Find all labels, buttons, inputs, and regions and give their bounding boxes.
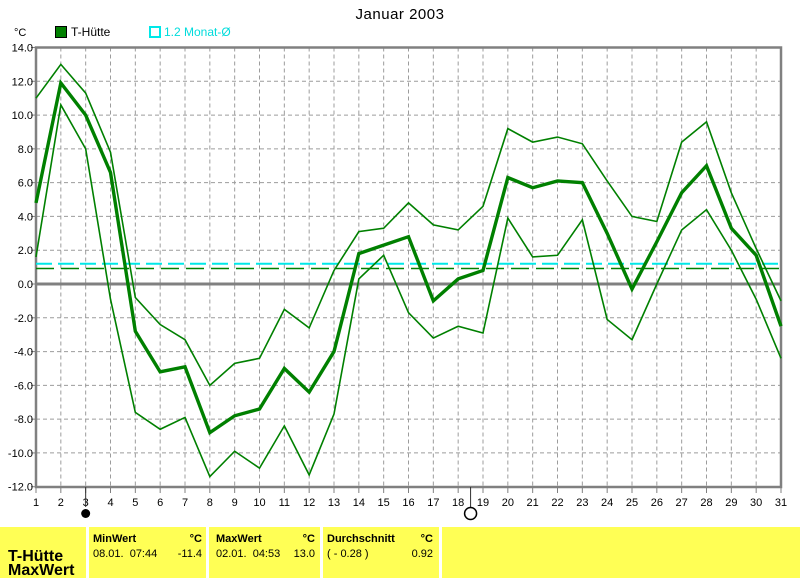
status-divider xyxy=(206,527,209,578)
svg-text:27: 27 xyxy=(676,497,688,509)
svg-text:18: 18 xyxy=(452,497,464,509)
page-title: Januar 2003 xyxy=(355,6,445,23)
svg-text:8.0: 8.0 xyxy=(18,144,33,156)
svg-text:19: 19 xyxy=(477,497,489,509)
status-minwert-cell: MinWert °C 08.01. 07:44 -11.4 xyxy=(93,527,202,578)
svg-text:-10.0: -10.0 xyxy=(8,448,33,460)
svg-text:9: 9 xyxy=(232,497,238,509)
status-sensor-name: T-Hütte xyxy=(8,548,64,565)
svg-text:30: 30 xyxy=(750,497,762,509)
durchschnitt-unit: °C xyxy=(420,533,433,545)
svg-text:11: 11 xyxy=(279,497,290,509)
maxwert-value: 13.0 xyxy=(293,548,315,560)
svg-text:26: 26 xyxy=(651,497,663,509)
svg-text:2.0: 2.0 xyxy=(18,245,33,257)
maxwert-unit: °C xyxy=(302,533,315,545)
svg-text:17: 17 xyxy=(427,497,439,509)
status-bar: T-Hütte MaxWert MinWert °C 08.01. 07:44 … xyxy=(0,527,800,578)
svg-text:31: 31 xyxy=(775,497,787,509)
svg-text:23: 23 xyxy=(576,497,588,509)
svg-text:22: 22 xyxy=(551,497,563,509)
svg-text:5: 5 xyxy=(132,497,138,509)
maxwert-datetime: 02.01. 04:53 xyxy=(216,548,281,560)
legend-label-t-huette: T-Hütte xyxy=(71,25,111,39)
legend-swatch-monat-avg xyxy=(149,26,161,38)
svg-text:-4.0: -4.0 xyxy=(14,347,33,359)
svg-text:4.0: 4.0 xyxy=(18,211,33,223)
svg-text:10.0: 10.0 xyxy=(12,110,33,122)
svg-text:6.0: 6.0 xyxy=(18,178,33,190)
svg-text:12.0: 12.0 xyxy=(12,76,33,88)
legend-label-monat-avg: 1.2 Monat-Ø xyxy=(164,25,231,39)
legend-swatch-t-huette xyxy=(55,26,67,38)
svg-text:10: 10 xyxy=(253,497,265,509)
svg-text:29: 29 xyxy=(725,497,737,509)
status-mode-label: MaxWert xyxy=(8,562,75,578)
minwert-value: -11.4 xyxy=(177,548,202,560)
svg-text:13: 13 xyxy=(328,497,340,509)
svg-text:15: 15 xyxy=(378,497,390,509)
svg-text:-12.0: -12.0 xyxy=(8,482,33,494)
new-moon-icon xyxy=(81,509,91,518)
durchschnitt-value: 0.92 xyxy=(411,548,433,560)
svg-text:16: 16 xyxy=(402,497,414,509)
svg-text:14: 14 xyxy=(353,497,365,509)
full-moon-icon xyxy=(463,506,478,521)
svg-text:-8.0: -8.0 xyxy=(14,414,33,426)
svg-text:24: 24 xyxy=(601,497,613,509)
svg-text:1: 1 xyxy=(33,497,39,509)
svg-text:8: 8 xyxy=(207,497,213,509)
svg-text:-6.0: -6.0 xyxy=(14,380,33,392)
svg-text:2: 2 xyxy=(58,497,64,509)
temperature-line-chart: 14.0 12.0 10.0 8.0 6.0 4.0 2.0 0.0 -2.0 -4.0 -6.0 -… xyxy=(8,43,787,521)
svg-text:4: 4 xyxy=(107,497,113,509)
svg-text:14.0: 14.0 xyxy=(12,43,33,55)
minwert-unit: °C xyxy=(189,533,202,545)
svg-text:20: 20 xyxy=(502,497,514,509)
minwert-header: MinWert xyxy=(93,533,137,545)
svg-text:28: 28 xyxy=(700,497,712,509)
minwert-datetime: 08.01. 07:44 xyxy=(93,548,158,560)
status-divider xyxy=(320,527,323,578)
svg-text:7: 7 xyxy=(182,497,188,509)
status-divider xyxy=(439,527,442,578)
svg-text:-2.0: -2.0 xyxy=(14,313,33,325)
status-divider xyxy=(86,527,89,578)
durchschnitt-header: Durchschnitt xyxy=(327,533,395,545)
svg-text:12: 12 xyxy=(303,497,315,509)
maxwert-header: MaxWert xyxy=(216,533,262,545)
y-axis-unit-label: °C xyxy=(14,27,27,39)
status-durchschnitt-cell: Durchschnitt °C ( - 0.28 ) 0.92 xyxy=(327,527,433,578)
durchschnitt-deviation: ( - 0.28 ) xyxy=(327,548,369,560)
svg-text:25: 25 xyxy=(626,497,638,509)
svg-text:6: 6 xyxy=(157,497,163,509)
status-maxwert-cell: MaxWert °C 02.01. 04:53 13.0 xyxy=(216,527,315,578)
svg-text:21: 21 xyxy=(527,497,539,509)
svg-text:0.0: 0.0 xyxy=(18,279,33,291)
